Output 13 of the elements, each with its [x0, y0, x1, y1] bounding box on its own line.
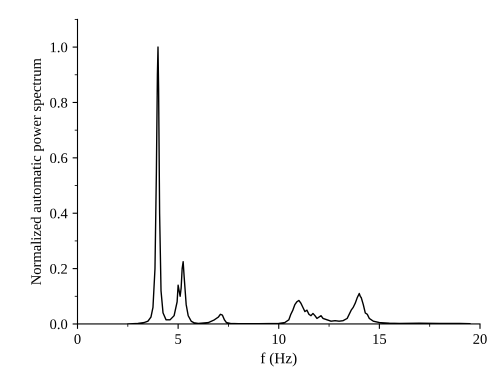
x-tick-label: 5	[175, 334, 182, 344]
x-axis-title: f (Hz)	[260, 352, 297, 366]
y-tick-label: 0.4	[50, 208, 68, 218]
y-tick-label: 0.6	[50, 153, 68, 164]
x-tick-label: 15	[373, 334, 386, 344]
y-tick-label: 0.0	[50, 319, 68, 330]
y-tick-label: 0.2	[50, 264, 67, 274]
y-tick-label: 1.0	[50, 42, 68, 52]
y-axis-title: Normalized automatic power spectrum	[30, 58, 44, 285]
x-tick-label: 10	[272, 334, 286, 344]
y-tick-label: 0.8	[50, 98, 68, 108]
x-tick-label: 0	[74, 334, 81, 344]
x-tick-label: 20	[473, 334, 487, 344]
